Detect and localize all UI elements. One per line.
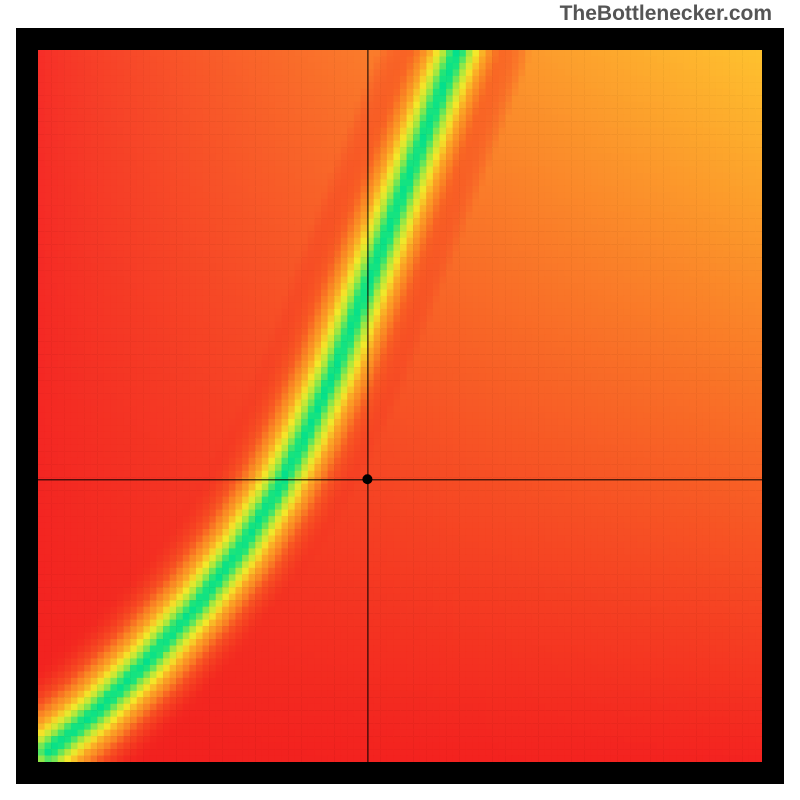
watermark-text: TheBottlenecker.com bbox=[560, 2, 772, 26]
heatmap-region bbox=[38, 50, 762, 762]
heatmap-canvas bbox=[38, 50, 762, 762]
chart-outer-frame bbox=[16, 28, 784, 784]
